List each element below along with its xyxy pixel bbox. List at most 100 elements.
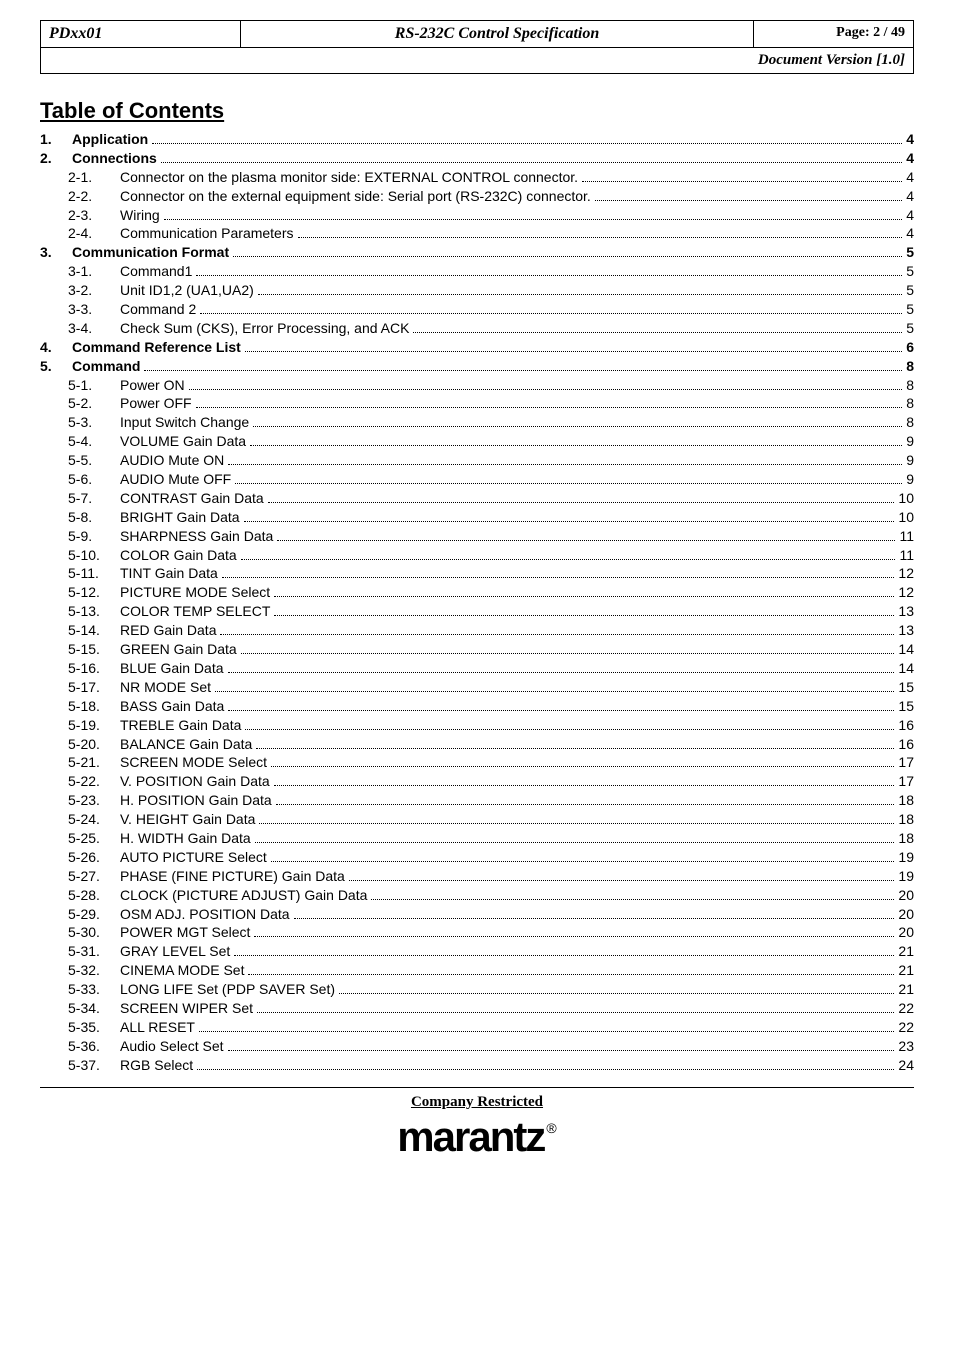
toc-entry-page: 20 — [898, 886, 914, 905]
toc-entry-page: 12 — [898, 564, 914, 583]
toc-entry-page: 16 — [898, 735, 914, 754]
toc-entry-number: 5-13. — [68, 602, 120, 621]
toc-entry-page: 5 — [906, 281, 914, 300]
footer-restricted: Company Restricted — [40, 1094, 914, 1111]
toc-entry: 3-4.Check Sum (CKS), Error Processing, a… — [40, 319, 914, 338]
toc-entry-label: Command Reference List — [72, 338, 241, 357]
toc-leader-dots — [259, 823, 894, 824]
toc-entry-page: 21 — [898, 980, 914, 999]
toc-leader-dots — [253, 426, 902, 427]
toc-entry-number: 5-17. — [68, 678, 120, 697]
toc-entry-number: 5-5. — [68, 451, 120, 470]
toc-entry-label: Check Sum (CKS), Error Processing, and A… — [120, 319, 409, 338]
toc-entry-page: 8 — [906, 357, 914, 376]
toc-entry-number: 5-35. — [68, 1018, 120, 1037]
toc-leader-dots — [244, 521, 895, 522]
toc-entry-label: GREEN Gain Data — [120, 640, 237, 659]
toc-entry-page: 12 — [898, 583, 914, 602]
toc-entry-number: 5-12. — [68, 583, 120, 602]
brand-logo: marantz ® — [397, 1113, 556, 1161]
toc-entry-number: 5-14. — [68, 621, 120, 640]
header-doc-id: PDxx01 — [41, 21, 241, 47]
toc-entry-label: POWER MGT Select — [120, 923, 250, 942]
toc-entry-label: Communication Parameters — [120, 224, 294, 243]
toc-entry-page: 9 — [906, 432, 914, 451]
toc-entry-page: 18 — [898, 829, 914, 848]
toc-entry: 5-14.RED Gain Data13 — [40, 621, 914, 640]
toc-entry-label: H. WIDTH Gain Data — [120, 829, 251, 848]
toc-entry-page: 17 — [898, 753, 914, 772]
header-box: PDxx01 RS-232C Control Specification Pag… — [40, 20, 914, 74]
toc-entry-page: 18 — [898, 810, 914, 829]
toc-entry-page: 8 — [906, 394, 914, 413]
toc-entry-page: 5 — [906, 300, 914, 319]
toc-leader-dots — [274, 785, 895, 786]
toc-entry-page: 9 — [906, 451, 914, 470]
toc-entry-number: 5-26. — [68, 848, 120, 867]
toc-entry-label: Connections — [72, 149, 157, 168]
toc-entry: 5-8.BRIGHT Gain Data10 — [40, 508, 914, 527]
toc-entry-page: 14 — [898, 640, 914, 659]
toc-entry: 5-5.AUDIO Mute ON9 — [40, 451, 914, 470]
toc-leader-dots — [339, 993, 894, 994]
toc-entry-number: 5-9. — [68, 527, 120, 546]
toc-entry-label: CLOCK (PICTURE ADJUST) Gain Data — [120, 886, 367, 905]
toc-leader-dots — [271, 766, 894, 767]
toc-leader-dots — [241, 559, 896, 560]
toc-entry-page: 5 — [906, 262, 914, 281]
toc-leader-dots — [254, 936, 894, 937]
toc-entry-label: Command1 — [120, 262, 192, 281]
toc-entry-number: 1. — [40, 130, 72, 149]
toc-entry-page: 22 — [898, 999, 914, 1018]
toc-entry: 5-1.Power ON8 — [40, 376, 914, 395]
toc-entry-label: CONTRAST Gain Data — [120, 489, 264, 508]
toc-leader-dots — [199, 1031, 894, 1032]
toc-leader-dots — [228, 1050, 895, 1051]
toc-entry-label: SCREEN WIPER Set — [120, 999, 253, 1018]
toc-leader-dots — [222, 577, 895, 578]
toc-entry-label: V. HEIGHT Gain Data — [120, 810, 255, 829]
toc-entry-label: Application — [72, 130, 148, 149]
toc-entry-label: Communication Format — [72, 243, 229, 262]
toc-entry-label: SCREEN MODE Select — [120, 753, 267, 772]
toc-entry: 5-20.BALANCE Gain Data16 — [40, 735, 914, 754]
toc-entry: 3-1.Command15 — [40, 262, 914, 281]
toc-entry: 3-3.Command 25 — [40, 300, 914, 319]
toc-leader-dots — [256, 748, 894, 749]
toc-entry-page: 19 — [898, 867, 914, 886]
toc-entry: 5-31.GRAY LEVEL Set21 — [40, 942, 914, 961]
toc-entry-number: 5-22. — [68, 772, 120, 791]
toc-leader-dots — [413, 332, 902, 333]
toc-leader-dots — [196, 275, 902, 276]
toc-leader-dots — [228, 672, 895, 673]
toc-entry-number: 5-31. — [68, 942, 120, 961]
toc-entry-label: AUTO PICTURE Select — [120, 848, 267, 867]
brand-registered-icon: ® — [546, 1120, 556, 1136]
toc-leader-dots — [257, 1012, 894, 1013]
toc-entry: 5-6.AUDIO Mute OFF9 — [40, 470, 914, 489]
toc-container: 1.Application42.Connections42-1.Connecto… — [40, 130, 914, 1075]
toc-entry-label: Audio Select Set — [120, 1037, 224, 1056]
toc-entry-page: 22 — [898, 1018, 914, 1037]
toc-entry-page: 4 — [906, 130, 914, 149]
toc-leader-dots — [349, 880, 895, 881]
toc-leader-dots — [241, 653, 895, 654]
brand-text: marantz — [397, 1113, 544, 1161]
toc-entry-page: 4 — [906, 206, 914, 225]
header-page-label: Page: 2 / 49 — [753, 21, 913, 47]
toc-entry-page: 17 — [898, 772, 914, 791]
toc-entry: 5-27.PHASE (FINE PICTURE) Gain Data19 — [40, 867, 914, 886]
toc-entry-label: RED Gain Data — [120, 621, 216, 640]
toc-entry: 2-1.Connector on the plasma monitor side… — [40, 168, 914, 187]
toc-entry-label: V. POSITION Gain Data — [120, 772, 270, 791]
toc-entry-number: 5-6. — [68, 470, 120, 489]
toc-leader-dots — [268, 502, 895, 503]
toc-entry-page: 15 — [898, 678, 914, 697]
toc-entry-page: 14 — [898, 659, 914, 678]
toc-leader-dots — [248, 974, 894, 975]
toc-leader-dots — [294, 918, 895, 919]
toc-entry-number: 5-23. — [68, 791, 120, 810]
toc-entry-page: 8 — [906, 413, 914, 432]
toc-entry-page: 23 — [898, 1037, 914, 1056]
toc-leader-dots — [220, 634, 894, 635]
